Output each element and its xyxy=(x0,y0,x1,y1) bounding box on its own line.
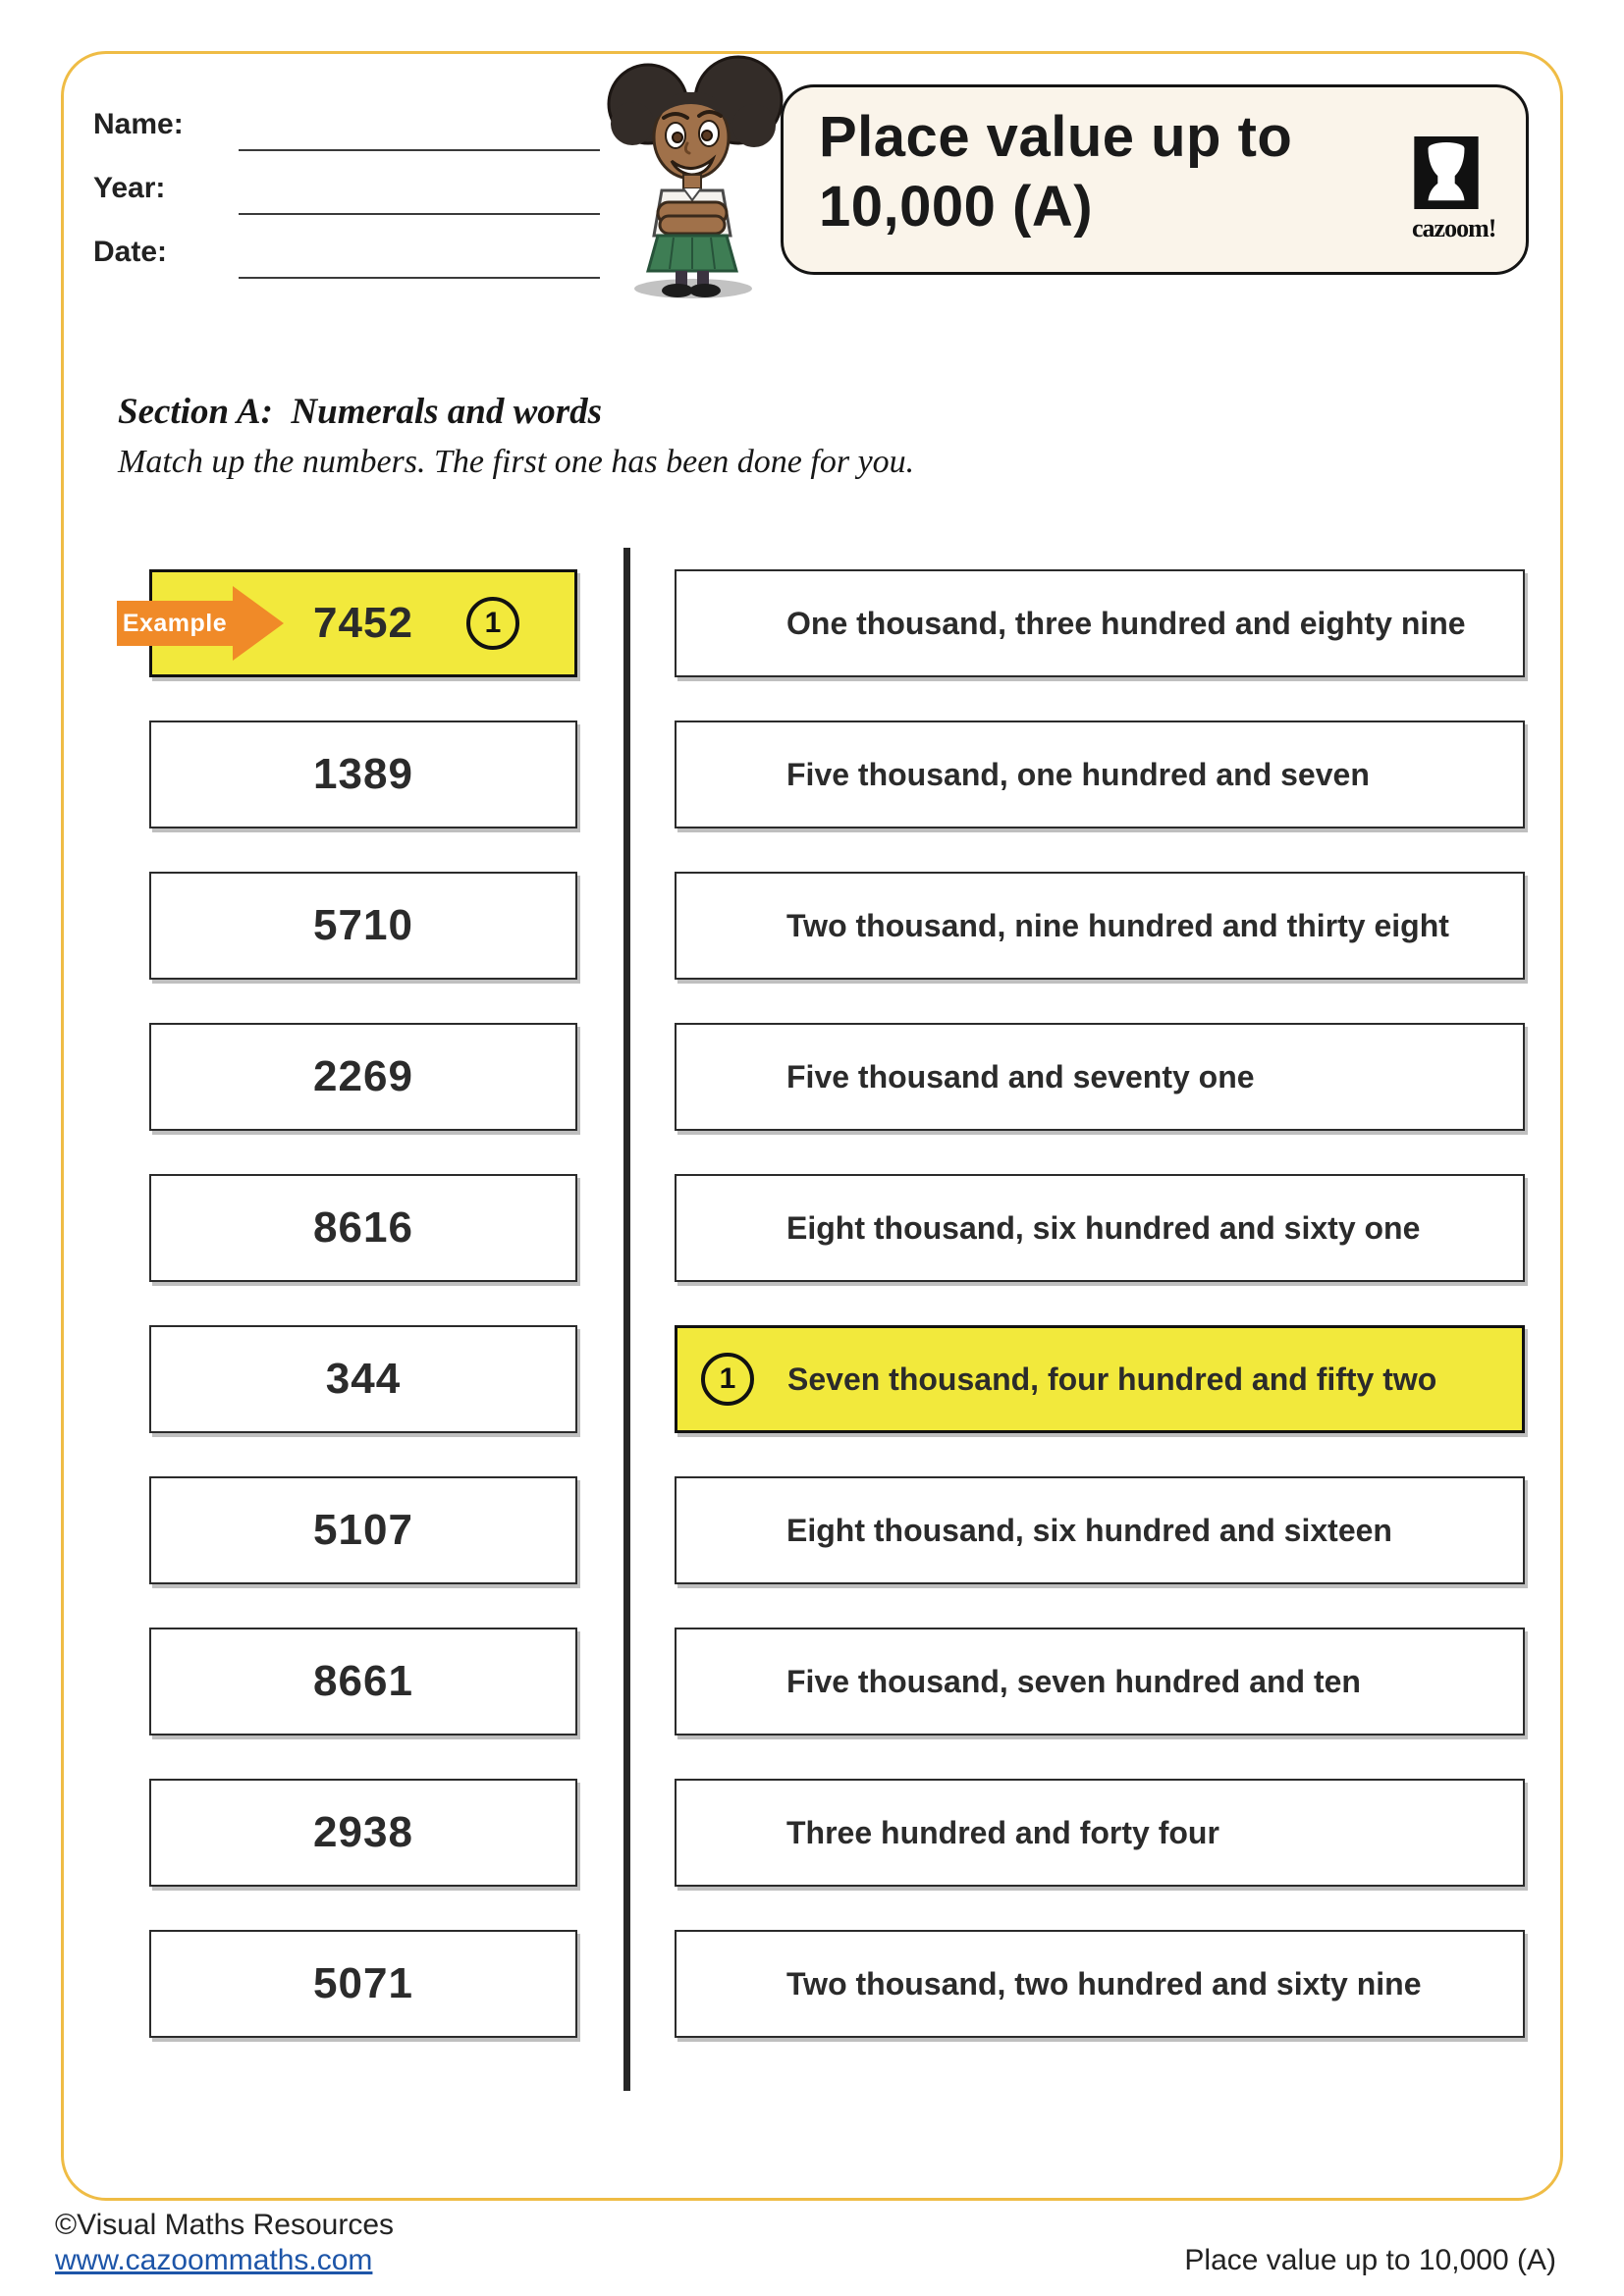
website-link[interactable]: www.cazoommaths.com xyxy=(55,2244,373,2276)
cazoom-logo-text: cazoom! xyxy=(1412,214,1496,242)
words-box[interactable]: Two thousand, two hundred and sixty nine xyxy=(675,1930,1525,2038)
example-answer-badge: 1 xyxy=(466,597,519,650)
words-box-matched[interactable]: 1 Seven thousand, four hundred and fifty… xyxy=(675,1325,1525,1433)
words-value: Seven thousand, four hundred and fifty t… xyxy=(787,1361,1437,1397)
worksheet-title-box: Place value up to 10,000 (A) cazoom! xyxy=(781,84,1529,275)
section-instructions: Match up the numbers. The first one has … xyxy=(118,444,915,480)
words-value: Eight thousand, six hundred and sixteen xyxy=(786,1512,1392,1548)
words-box[interactable]: Five thousand and seventy one xyxy=(675,1023,1525,1131)
numeral-box[interactable]: 5710 xyxy=(149,872,577,980)
words-box[interactable]: One thousand, three hundred and eighty n… xyxy=(675,569,1525,677)
words-value: Eight thousand, six hundred and sixty on… xyxy=(786,1209,1421,1246)
words-value: Two thousand, two hundred and sixty nine xyxy=(786,1965,1422,2002)
date-label: Date: xyxy=(93,236,168,268)
numeral-box[interactable]: 8661 xyxy=(149,1628,577,1735)
numeral-value: 5710 xyxy=(313,901,413,949)
words-value: Two thousand, nine hundred and thirty ei… xyxy=(786,907,1449,943)
example-arrow-icon: Example xyxy=(117,586,284,661)
drum-icon xyxy=(1414,136,1479,209)
numeral-box[interactable]: 344 xyxy=(149,1325,577,1433)
numeral-box[interactable]: 5107 xyxy=(149,1476,577,1584)
section-heading: Section A: Numerals and words xyxy=(118,392,603,432)
words-value: Five thousand, seven hundred and ten xyxy=(786,1663,1361,1699)
year-line[interactable] xyxy=(239,213,600,215)
numeral-box[interactable]: 8616 xyxy=(149,1174,577,1282)
words-box[interactable]: Eight thousand, six hundred and sixteen xyxy=(675,1476,1525,1584)
words-value: Five thousand, one hundred and seven xyxy=(786,756,1370,792)
words-value: Three hundred and forty four xyxy=(786,1814,1219,1850)
words-value: One thousand, three hundred and eighty n… xyxy=(786,605,1466,641)
numeral-value: 5071 xyxy=(313,1959,413,2007)
words-box[interactable]: Five thousand, seven hundred and ten xyxy=(675,1628,1525,1735)
numeral-box[interactable]: 5071 xyxy=(149,1930,577,2038)
words-value: Five thousand and seventy one xyxy=(786,1058,1255,1095)
words-box[interactable]: Two thousand, nine hundred and thirty ei… xyxy=(675,872,1525,980)
matched-answer-badge: 1 xyxy=(701,1353,754,1406)
example-arrow-label: Example xyxy=(122,609,228,637)
numeral-box[interactable]: 2269 xyxy=(149,1023,577,1131)
numeral-value: 8661 xyxy=(313,1657,413,1705)
student-character-illustration xyxy=(607,55,784,298)
date-line[interactable] xyxy=(239,277,600,279)
numeral-box[interactable]: 1389 xyxy=(149,721,577,828)
page-border xyxy=(61,51,1563,2201)
column-divider xyxy=(623,548,630,2091)
numeral-value: 1389 xyxy=(313,750,413,798)
numeral-value: 2269 xyxy=(313,1052,413,1100)
numeral-value: 8616 xyxy=(313,1203,413,1252)
worksheet-title: Place value up to 10,000 (A) xyxy=(819,105,1293,239)
copyright-text: ©Visual Maths Resources xyxy=(55,2209,395,2241)
footer-worksheet-title: Place value up to 10,000 (A) xyxy=(1184,2244,1556,2276)
numeral-value: 5107 xyxy=(313,1506,413,1554)
numeral-value: 344 xyxy=(325,1355,402,1403)
name-label: Name: xyxy=(93,108,184,140)
numeral-box[interactable]: 2938 xyxy=(149,1779,577,1887)
numeral-box-example[interactable]: Example 7452 1 xyxy=(117,569,577,677)
cazoom-logo: cazoom! xyxy=(1412,136,1496,243)
name-line[interactable] xyxy=(239,149,600,151)
year-label: Year: xyxy=(93,172,166,204)
words-box[interactable]: Five thousand, one hundred and seven xyxy=(675,721,1525,828)
words-box[interactable]: Three hundred and forty four xyxy=(675,1779,1525,1887)
numeral-value: 2938 xyxy=(313,1808,413,1856)
numeral-value: 7452 xyxy=(313,599,413,647)
words-box[interactable]: Eight thousand, six hundred and sixty on… xyxy=(675,1174,1525,1282)
